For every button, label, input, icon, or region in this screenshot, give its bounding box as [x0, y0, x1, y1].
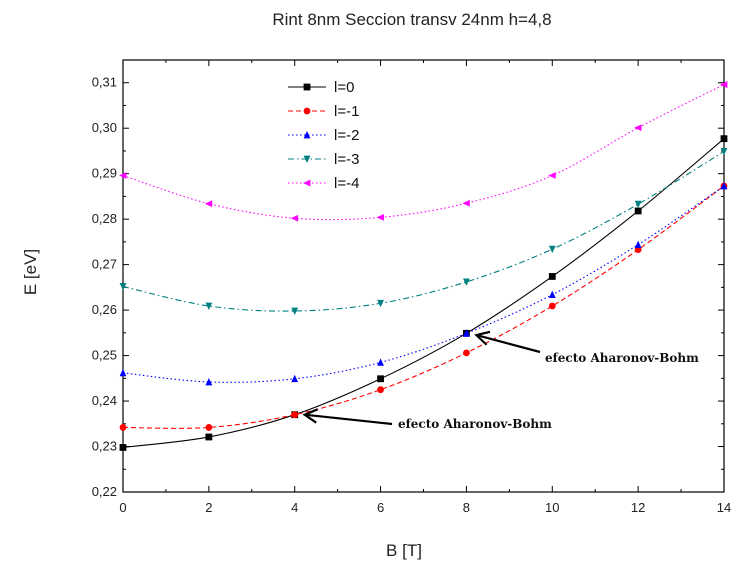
- data-point: [463, 278, 470, 286]
- data-point: [290, 214, 299, 222]
- data-point: [720, 181, 728, 190]
- annotation-text: efecto Aharonov-Bohm: [398, 417, 552, 431]
- x-tick-label: 12: [631, 500, 645, 515]
- annotation-arrow-head: [302, 408, 319, 424]
- data-point: [376, 213, 384, 221]
- annotation-2: efecto Aharonov-Bohm: [302, 408, 552, 431]
- data-point: [463, 349, 470, 357]
- data-point: [205, 433, 213, 441]
- annotation-arrow-shaft: [476, 334, 541, 354]
- annotation-arrow-head: [474, 330, 491, 346]
- series-line: [122, 84, 725, 221]
- annotation-text: efecto Aharonov-Bohm: [545, 351, 699, 365]
- data-point: [119, 424, 127, 431]
- legend-label: l=-2: [334, 127, 359, 144]
- x-tick-label: 8: [463, 500, 470, 515]
- x-tick-label: 2: [205, 500, 212, 515]
- legend-item: l=0: [288, 79, 354, 96]
- chart-title: Rint 8nm Seccion transv 24nm h=4,8: [272, 10, 551, 29]
- y-tick-label: 0,23: [92, 439, 117, 454]
- data-point: [548, 290, 556, 299]
- data-point: [291, 411, 299, 419]
- data-point: [548, 273, 556, 280]
- data-point: [634, 207, 642, 215]
- series-5: [119, 81, 728, 222]
- x-axis-label: B [T]: [386, 541, 422, 560]
- data-point: [205, 424, 213, 431]
- data-point: [548, 245, 556, 254]
- data-point: [377, 375, 384, 383]
- series-3: [119, 181, 728, 386]
- series-line: [122, 185, 725, 383]
- series-line: [122, 185, 725, 429]
- data-point: [463, 329, 470, 337]
- legend-swatch-marker: [303, 131, 311, 139]
- annotations-group: efecto Aharonov-Bohm efecto Aharonov-Bohm: [302, 330, 699, 431]
- data-point: [119, 444, 127, 451]
- data-point: [119, 368, 127, 377]
- data-point: [720, 135, 728, 143]
- y-tick-label: 0,28: [92, 211, 117, 226]
- y-tick-label: 0,27: [92, 257, 117, 272]
- data-point: [462, 199, 470, 207]
- data-point: [548, 302, 556, 310]
- y-tick-label: 0,31: [92, 75, 117, 90]
- x-tick-label: 4: [291, 500, 298, 515]
- data-point: [119, 283, 127, 291]
- legend-item: l=-1: [288, 103, 359, 120]
- legend: l=0 l=-1 l=-2 l=-3 l=-4: [288, 79, 359, 192]
- y-axis-label: E [eV]: [21, 249, 40, 295]
- x-tick-label: 14: [717, 500, 731, 515]
- annotation-1: efecto Aharonov-Bohm: [474, 330, 699, 365]
- annotation-arrow-shaft: [304, 413, 393, 426]
- data-point: [377, 358, 384, 366]
- legend-swatch-marker: [303, 155, 311, 163]
- legend-swatch-marker: [303, 179, 311, 187]
- data-point: [291, 374, 299, 383]
- legend-swatch-marker: [303, 83, 311, 91]
- data-point: [634, 200, 642, 209]
- legend-label: l=-3: [334, 151, 359, 168]
- data-point: [204, 200, 213, 208]
- series-line: [122, 138, 725, 448]
- series-line: [122, 150, 725, 312]
- y-tick-label: 0,25: [92, 348, 117, 363]
- data-point: [548, 172, 556, 179]
- legend-item: l=-4: [288, 175, 359, 192]
- series-4: [119, 148, 728, 316]
- x-tick-label: 10: [545, 500, 559, 515]
- x-tick-label: 6: [377, 500, 384, 515]
- legend-swatch-marker: [303, 107, 311, 115]
- data-point: [205, 377, 213, 386]
- legend-label: l=-1: [334, 103, 359, 120]
- data-point: [119, 172, 127, 179]
- y-tick-label: 0,29: [92, 166, 117, 181]
- data-point: [291, 307, 299, 316]
- legend-label: l=-4: [334, 175, 359, 192]
- data-point: [377, 386, 384, 394]
- y-axis-ticks: 0,22 0,23 0,24 0,25 0,26 0,27 0,28 0,29 0,30 0,31: [92, 75, 724, 499]
- series-group: [119, 81, 728, 451]
- data-point: [720, 81, 728, 88]
- legend-item: l=-3: [288, 151, 359, 168]
- data-point: [634, 240, 642, 249]
- series-1: [119, 135, 728, 451]
- y-tick-label: 0,24: [92, 393, 117, 408]
- legend-item: l=-2: [288, 127, 359, 144]
- x-tick-label: 0: [119, 500, 126, 515]
- data-point: [205, 302, 213, 311]
- data-point: [377, 299, 384, 308]
- y-tick-label: 0,30: [92, 120, 117, 135]
- x-axis-ticks: 0 2 4 6 8 10 12 14: [119, 60, 731, 515]
- legend-label: l=0: [334, 79, 354, 96]
- y-tick-label: 0,26: [92, 302, 117, 317]
- y-tick-label: 0,22: [92, 484, 117, 499]
- data-point: [634, 124, 642, 132]
- data-point: [720, 148, 728, 156]
